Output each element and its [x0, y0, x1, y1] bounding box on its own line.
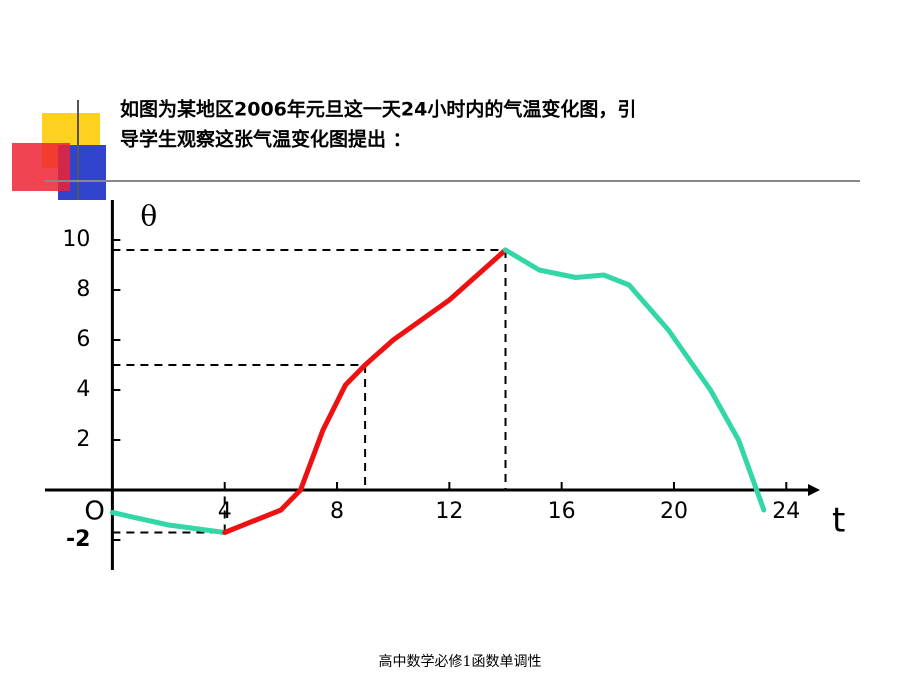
decor-square: [12, 143, 70, 191]
y-tick-label: 8: [76, 277, 90, 302]
x-arrow: [808, 484, 820, 496]
y-tick-label: 10: [62, 227, 90, 252]
y-tick-label: 2: [76, 427, 90, 452]
title-line: 导学生观察这张气温变化图提出 ：: [120, 128, 412, 151]
y-tick-label: 6: [76, 327, 90, 352]
x-tick-label: 8: [330, 499, 344, 524]
title-line: 如图为某地区2006年元旦这一天24小时内的气温变化图，引: [120, 98, 636, 121]
y-axis-label: θ: [140, 200, 157, 233]
plot: θtO-22468104812162024: [45, 200, 845, 570]
temperature-line: [503, 247, 767, 513]
y-tick-label: -2: [66, 527, 90, 552]
x-tick-label: 24: [772, 499, 800, 524]
x-tick-label: 12: [435, 499, 463, 524]
temperature-line: [222, 247, 509, 535]
x-tick-label: 20: [660, 499, 688, 524]
origin-label: O: [84, 497, 104, 527]
x-axis-label: t: [832, 501, 845, 541]
y-tick-label: 4: [76, 377, 90, 402]
footer: 高中数学必修1函数单调性: [379, 653, 542, 670]
x-tick-label: 16: [548, 499, 576, 524]
temperature-line: [109, 510, 228, 535]
